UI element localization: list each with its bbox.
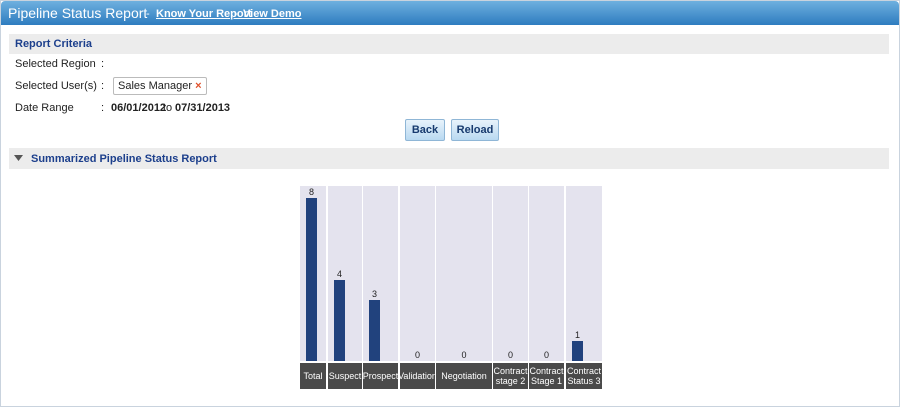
column-bg [328,186,362,361]
value-label: 0 [507,350,513,360]
remove-icon[interactable]: × [195,80,202,92]
value-label: 1 [574,329,580,340]
tag-text: Sales Manager [118,80,192,92]
column-bg [493,186,528,361]
date-to: 07/31/2013 [175,102,231,114]
category-label: Contract Status 3 [566,363,602,389]
bar [572,340,583,361]
user-tag: Sales Manager × [113,77,207,95]
category-label: Contract Stage 1 [529,363,564,389]
value-label: 0 [543,350,549,360]
field-label: Date Range [15,102,74,114]
section-title: Summarized Pipeline Status Report [31,153,217,165]
reload-button[interactable]: Reload [451,119,499,141]
value-label: 0 [461,350,467,360]
collapse-icon[interactable] [14,155,23,161]
colon: : [101,58,105,70]
column-bg [400,186,435,361]
link[interactable]: View Demo [243,8,302,20]
date-from: 06/01/2012 [111,102,167,114]
section-title: Report Criteria [15,38,93,50]
value-label: 8 [308,187,314,197]
separator: - [146,8,150,20]
page-title: Pipeline Status Report [8,5,148,21]
bar [369,299,380,361]
column-bg [363,186,398,361]
column-bg [436,186,492,361]
category-label: Validation [398,363,437,389]
link[interactable]: Know Your Report [156,8,252,20]
separator: - [234,8,238,20]
section-bar: Summarized Pipeline Status Report [9,148,889,169]
column-bg [529,186,564,361]
category-label: Total [300,363,326,389]
back-button[interactable]: Back [405,119,445,141]
category-label: Contract stage 2 [493,363,528,389]
value-label: 4 [336,268,342,279]
bar [306,198,317,361]
colon: : [101,80,105,92]
column-bg [566,186,602,361]
field-label: Selected Region [15,58,96,70]
bar [334,279,345,361]
category-label: Suspect [328,363,362,389]
date-to-word: to [163,102,173,114]
value-label: 0 [414,350,420,360]
category-label: Prospect [363,363,398,389]
category-label: Negotiation [436,363,492,389]
criteria-bar: Report Criteria [9,34,889,54]
field-label: Selected User(s) [15,80,97,92]
value-label: 3 [371,288,377,299]
colon: : [101,102,105,114]
header-bar: Pipeline Status Report - Know Your Repor… [1,1,899,25]
